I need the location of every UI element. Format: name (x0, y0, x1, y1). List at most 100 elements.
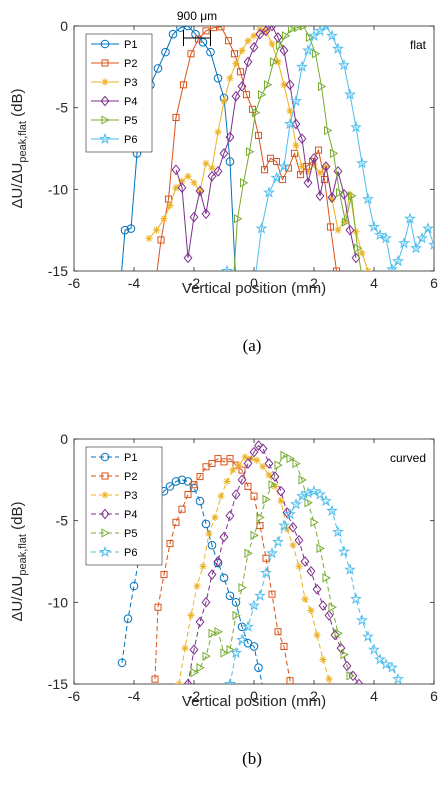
data-point (332, 42, 344, 54)
data-point (392, 672, 404, 684)
series-p2 (151, 455, 294, 684)
data-point (245, 147, 255, 157)
data-point (340, 649, 349, 660)
data-point (207, 170, 217, 182)
data-point (193, 582, 201, 590)
legend-marker (100, 508, 110, 520)
data-point (117, 658, 127, 668)
legend-label: P4 (124, 509, 137, 521)
data-point (339, 188, 349, 200)
y-axis-label: ΔU/ΔUpeak,flat (dB) (9, 502, 29, 622)
data-point (233, 214, 243, 224)
data-point (255, 28, 265, 40)
data-point (213, 556, 223, 567)
data-point (178, 505, 186, 513)
data-point (187, 611, 195, 620)
data-point (298, 475, 307, 485)
x-tick-label: -2 (188, 688, 201, 704)
data-point (326, 29, 338, 41)
data-point (255, 222, 268, 234)
series-line (233, 26, 362, 271)
data-point (208, 628, 217, 639)
data-point (310, 517, 319, 527)
data-point (120, 225, 130, 235)
data-point (256, 512, 265, 523)
data-point (270, 471, 280, 482)
data-point (280, 450, 289, 460)
series-p5 (233, 26, 363, 271)
data-point (190, 667, 199, 678)
data-point (269, 57, 279, 67)
data-point (416, 232, 428, 244)
data-point (284, 507, 296, 520)
legend-marker (101, 472, 109, 480)
data-point (202, 159, 210, 167)
data-point (244, 37, 252, 45)
data-point (326, 223, 335, 231)
data-point (278, 160, 290, 172)
x-tick-label: 4 (370, 688, 378, 704)
data-point (318, 600, 328, 611)
data-point (238, 582, 247, 593)
data-point (202, 27, 210, 35)
data-point (237, 81, 247, 92)
series-line (187, 444, 360, 684)
data-point (213, 166, 223, 177)
data-point (307, 606, 315, 615)
x-axis-label: Vertical position (mm) (182, 280, 326, 297)
legend-marker (99, 132, 111, 145)
legend-label: P3 (124, 77, 137, 89)
data-point (358, 249, 366, 257)
legend-marker (100, 39, 110, 49)
y-tick-label: -10 (48, 181, 68, 197)
data-point (330, 629, 340, 641)
data-point (243, 458, 253, 469)
data-point (217, 26, 225, 31)
data-point (260, 166, 269, 174)
data-point (224, 677, 236, 684)
data-point (254, 663, 263, 672)
y-tick-label: -5 (56, 513, 69, 529)
data-point (171, 477, 181, 486)
data-point (265, 471, 273, 479)
data-point (346, 671, 355, 681)
x-tick-label: -4 (128, 688, 141, 704)
y-tick-label: 0 (60, 431, 68, 447)
data-point (364, 267, 372, 271)
data-point (231, 598, 241, 607)
data-point (189, 211, 199, 223)
data-point (338, 545, 350, 557)
data-point (249, 446, 259, 458)
y-tick-label: -15 (48, 263, 68, 279)
data-point (250, 32, 258, 40)
data-point (316, 543, 325, 554)
data-point (290, 149, 299, 157)
data-point (335, 187, 345, 198)
data-point (296, 171, 305, 179)
data-point (154, 603, 162, 611)
data-point (404, 212, 416, 224)
data-point (223, 477, 231, 486)
data-point (321, 161, 331, 172)
data-point (172, 113, 180, 122)
data-point (333, 166, 343, 177)
data-point (242, 620, 254, 632)
data-point (306, 565, 316, 577)
data-point (280, 81, 288, 89)
data-point (272, 158, 281, 166)
data-point (195, 496, 205, 506)
data-point (350, 592, 362, 605)
legend-label: P4 (124, 96, 137, 108)
data-point (238, 466, 246, 474)
x-tick-label: 0 (250, 688, 258, 704)
data-point (334, 628, 343, 639)
data-point (274, 628, 282, 636)
data-point (308, 485, 320, 497)
data-point (290, 498, 302, 510)
data-point (278, 519, 290, 531)
y-tick-label: 0 (60, 18, 68, 34)
series-p6 (224, 485, 404, 684)
figure-caption: (b) (242, 749, 262, 768)
data-point (296, 60, 308, 72)
legend-label: P6 (124, 134, 137, 146)
